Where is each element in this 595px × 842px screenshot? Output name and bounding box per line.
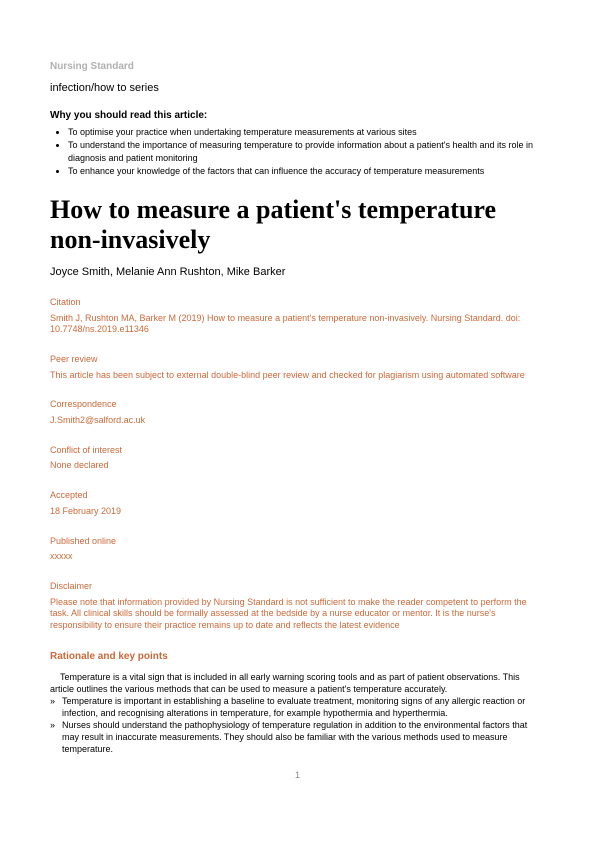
why-item: To enhance your knowledge of the factors…	[68, 165, 545, 177]
citation-text: Smith J, Rushton MA, Barker M (2019) How…	[50, 313, 545, 336]
why-item: To optimise your practice when undertaki…	[68, 126, 545, 138]
accepted-text: 18 February 2019	[50, 506, 545, 518]
article-title: How to measure a patient's temperature n…	[50, 195, 545, 255]
page-container: Nursing Standard infection/how to series…	[50, 60, 545, 802]
peer-review-label: Peer review	[50, 354, 545, 366]
rationale-bullet-text: Nurses should understand the pathophysio…	[62, 719, 545, 755]
accepted-label: Accepted	[50, 490, 545, 502]
why-heading: Why you should read this article:	[50, 109, 545, 122]
disclaimer-text: Please note that information provided by…	[50, 597, 545, 632]
rationale-bullet: » Nurses should understand the pathophys…	[50, 719, 545, 755]
published-label: Published online	[50, 536, 545, 548]
authors: Joyce Smith, Melanie Ann Rushton, Mike B…	[50, 265, 545, 279]
bullet-marker-icon: »	[50, 719, 62, 755]
section-label: infection/how to series	[50, 81, 545, 95]
rationale-intro: Temperature is a vital sign that is incl…	[50, 671, 545, 695]
why-list: To optimise your practice when undertaki…	[50, 126, 545, 177]
published-text: xxxxx	[50, 551, 545, 563]
bullet-marker-icon: »	[50, 695, 62, 719]
rationale-bullet-text: Temperature is important in establishing…	[62, 695, 545, 719]
rationale-heading: Rationale and key points	[50, 650, 545, 663]
citation-label: Citation	[50, 297, 545, 309]
conflict-label: Conflict of interest	[50, 445, 545, 457]
disclaimer-label: Disclaimer	[50, 581, 545, 593]
correspondence-text: J.Smith2@salford.ac.uk	[50, 415, 545, 427]
conflict-text: None declared	[50, 460, 545, 472]
rationale-bullet: » Temperature is important in establishi…	[50, 695, 545, 719]
journal-name: Nursing Standard	[50, 60, 545, 73]
why-item: To understand the importance of measurin…	[68, 139, 545, 163]
page-number: 1	[295, 770, 300, 782]
peer-review-text: This article has been subject to externa…	[50, 370, 545, 382]
correspondence-label: Correspondence	[50, 399, 545, 411]
